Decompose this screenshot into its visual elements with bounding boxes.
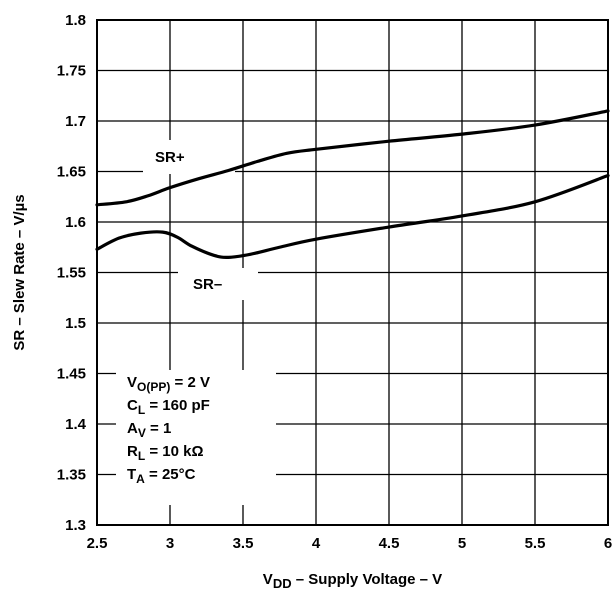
series-label-sr-plus: SR+ bbox=[155, 149, 185, 166]
series-label-background bbox=[143, 140, 235, 174]
x-tick-label: 4.5 bbox=[379, 535, 400, 552]
condition-line: RL = 10 kΩ bbox=[127, 443, 204, 463]
x-tick-label: 2.5 bbox=[87, 535, 108, 552]
x-tick-label: 5 bbox=[458, 535, 466, 552]
y-axis-title: SR – Slew Rate – V/µs bbox=[11, 194, 28, 350]
series-label-background bbox=[178, 268, 258, 300]
y-tick-label: 1.8 bbox=[65, 12, 86, 29]
series-lines bbox=[95, 109, 610, 259]
y-tick-label: 1.6 bbox=[65, 214, 86, 231]
x-axis-title: VDD – Supply Voltage – V bbox=[263, 571, 442, 591]
sr-minus-line bbox=[95, 173, 610, 259]
condition-line: VO(PP) = 2 V bbox=[127, 374, 210, 394]
grid bbox=[97, 20, 608, 525]
y-tick-label: 1.55 bbox=[57, 265, 86, 282]
condition-line: AV = 1 bbox=[127, 420, 171, 440]
y-tick-label: 1.5 bbox=[65, 315, 86, 332]
y-tick-label: 1.75 bbox=[57, 63, 86, 80]
sr-plus-line bbox=[95, 109, 610, 207]
y-tick-label: 1.45 bbox=[57, 366, 86, 383]
series-label-sr-minus: SR– bbox=[193, 276, 222, 293]
y-tick-label: 1.35 bbox=[57, 467, 86, 484]
y-tick-label: 1.7 bbox=[65, 113, 86, 130]
plot-frame bbox=[96, 19, 609, 526]
labels: 2.5 3 3.5 4 4.5 5 5.5 6 1.3 1.35 1.4 1.45 1.5 1.55 1.6… bbox=[11, 12, 612, 591]
x-tick-label: 5.5 bbox=[525, 535, 546, 552]
condition-line: CL = 160 pF bbox=[127, 397, 210, 417]
condition-line: TA = 25°C bbox=[127, 466, 196, 486]
x-tick-label: 6 bbox=[604, 535, 612, 552]
conditions-background bbox=[116, 370, 276, 505]
x-tick-label: 3.5 bbox=[233, 535, 254, 552]
x-tick-label: 4 bbox=[312, 535, 321, 552]
y-tick-label: 1.65 bbox=[57, 164, 86, 181]
y-tick-label: 1.4 bbox=[65, 416, 87, 433]
y-tick-label: 1.3 bbox=[65, 517, 86, 534]
x-tick-label: 3 bbox=[166, 535, 174, 552]
